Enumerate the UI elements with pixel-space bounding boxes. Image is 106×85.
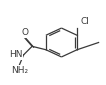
Text: NH₂: NH₂ <box>11 66 28 75</box>
Text: Cl: Cl <box>80 17 89 26</box>
Text: HN: HN <box>9 50 23 59</box>
Text: O: O <box>21 28 28 37</box>
